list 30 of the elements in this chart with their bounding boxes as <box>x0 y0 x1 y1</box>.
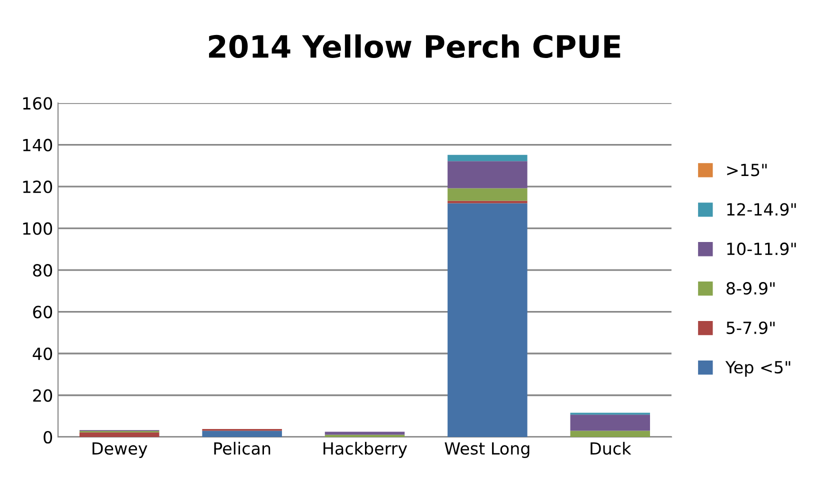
legend-label: Yep <5" <box>725 361 790 377</box>
legend-label: >15" <box>727 164 767 176</box>
x-tick-label: Pelican <box>214 442 270 455</box>
bar <box>570 430 650 437</box>
bar <box>448 200 528 204</box>
chart-title: 2014 Yellow Perch CPUE <box>209 34 620 58</box>
bar <box>448 154 528 162</box>
y-tick-label: 40 <box>32 347 52 360</box>
bar <box>570 414 650 431</box>
y-tick-label: 0 <box>44 430 52 444</box>
x-tick-label: Duck <box>590 442 632 455</box>
bar <box>448 203 528 437</box>
legend-label: 10-11.9" <box>727 242 796 256</box>
y-tick-label: 140 <box>23 138 52 152</box>
legend-label: 8-9.9" <box>726 282 775 295</box>
y-tick-label: 60 <box>33 306 52 318</box>
bar <box>202 430 282 437</box>
bar <box>448 188 528 201</box>
bar <box>448 161 528 188</box>
x-tick-label: West Long <box>444 442 530 458</box>
y-tick-label: 160 <box>23 97 52 110</box>
y-tick-label: 100 <box>23 222 52 235</box>
y-tick-label: 120 <box>23 180 52 194</box>
y-tick-label: 80 <box>33 264 52 277</box>
legend-label: 5-7.9" <box>726 321 775 334</box>
legend-label: 12-14.9" <box>727 203 796 216</box>
x-tick-label: Dewey <box>92 442 148 458</box>
y-tick-label: 20 <box>33 389 52 402</box>
bar <box>80 432 160 437</box>
x-tick-label: Hackberry <box>324 442 408 458</box>
